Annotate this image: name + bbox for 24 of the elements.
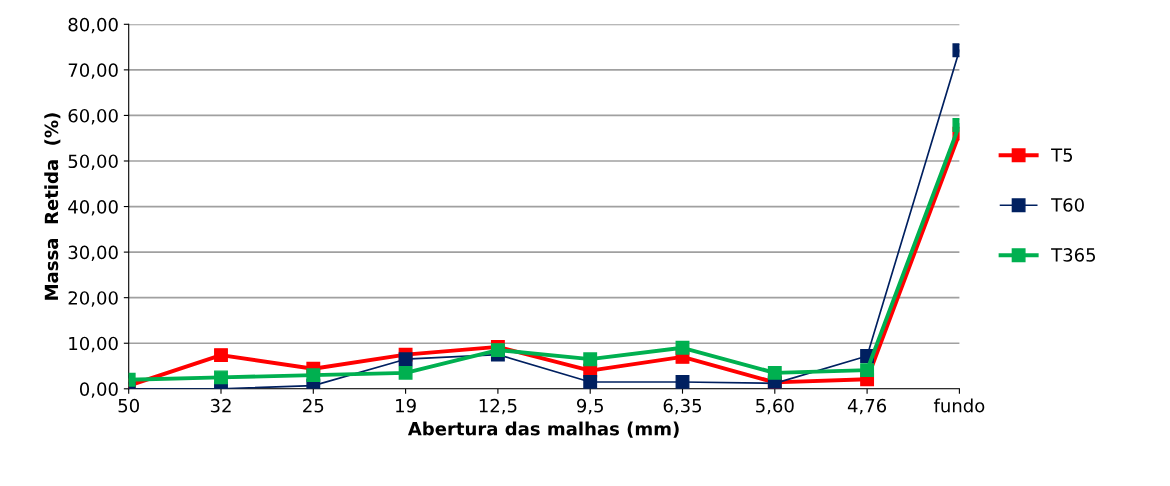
y-tick-label: 80,00 bbox=[68, 17, 118, 34]
y-tick-label: 0,00 bbox=[79, 382, 118, 398]
y-tick-label: 60,00 bbox=[68, 108, 118, 125]
legend-label: T5 bbox=[1051, 148, 1073, 162]
y-tick-label: 70,00 bbox=[68, 63, 118, 79]
x-tick-label: 25 bbox=[303, 398, 324, 413]
y-tick-label: 10,00 bbox=[69, 336, 118, 353]
y-tick-label: 20,00 bbox=[68, 291, 118, 307]
y-tick-label: 30,00 bbox=[68, 245, 118, 262]
legend-label: T60 bbox=[1051, 198, 1084, 212]
y-tick-label: 40,00 bbox=[68, 200, 118, 216]
y-axis-title: Massa Retida (%) bbox=[44, 113, 61, 300]
x-tick-label: 5,60 bbox=[756, 398, 794, 415]
x-tick-label: 12,5 bbox=[479, 398, 517, 415]
x-tick-label: 4,76 bbox=[847, 398, 887, 415]
x-tick-label: fundo bbox=[933, 398, 985, 413]
x-tick-label: 19 bbox=[396, 398, 416, 413]
x-tick-label: 32 bbox=[210, 398, 231, 413]
legend-label: T365 bbox=[1051, 248, 1096, 262]
y-tick-label: 50,00 bbox=[68, 154, 118, 170]
x-tick-label: 50 bbox=[118, 398, 139, 413]
x-tick-label: 9,5 bbox=[576, 398, 603, 415]
x-axis-title: Abertura das malhas (mm) bbox=[407, 421, 679, 438]
x-tick-label: 6,35 bbox=[663, 398, 702, 415]
